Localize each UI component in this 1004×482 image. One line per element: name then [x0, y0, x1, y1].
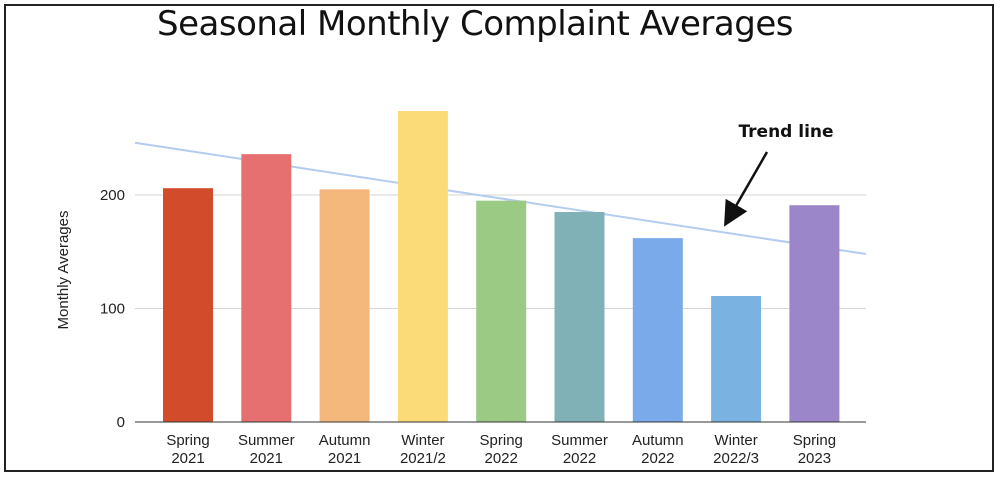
bar — [554, 212, 605, 422]
bar — [163, 188, 213, 422]
y-tick-label: 200 — [100, 187, 125, 204]
x-tick-label: Autumn — [632, 432, 684, 449]
x-tick-label: 2021/2 — [400, 450, 446, 467]
y-axis-label: Monthly Averages — [55, 211, 72, 330]
x-tick-label: Summer — [551, 432, 608, 449]
x-tick-label: 2022 — [641, 450, 674, 467]
annotation-arrow — [724, 151, 769, 227]
bar — [319, 189, 370, 422]
bar — [632, 238, 683, 422]
x-tick-label: Spring — [793, 432, 836, 449]
x-tick-label: 2023 — [798, 450, 831, 467]
x-tick-label: 2022 — [563, 450, 596, 467]
bar — [476, 200, 527, 422]
x-tick-label: 2022/3 — [713, 450, 759, 467]
trend-line-annotation: Trend line — [738, 122, 833, 142]
bar — [397, 111, 448, 422]
x-tick-label: 2021 — [328, 450, 361, 467]
axes: 0100200Spring2021Summer2021Autumn2021Win… — [100, 187, 866, 467]
y-tick-label: 0 — [117, 414, 125, 431]
x-tick-label: Spring — [480, 432, 523, 449]
bar — [711, 296, 762, 422]
x-tick-label: Spring — [166, 432, 209, 449]
bar — [241, 154, 292, 422]
bars — [163, 111, 840, 422]
chart-title: Seasonal Monthly Complaint Averages — [157, 4, 793, 44]
x-tick-label: Autumn — [319, 432, 371, 449]
x-tick-label: Summer — [238, 432, 295, 449]
x-tick-label: 2022 — [485, 450, 518, 467]
bar — [789, 205, 840, 422]
x-tick-label: Winter — [401, 432, 444, 449]
x-tick-label: 2021 — [250, 450, 283, 467]
y-tick-label: 100 — [100, 301, 125, 318]
x-tick-label: 2021 — [171, 450, 204, 467]
x-tick-label: Winter — [714, 432, 757, 449]
